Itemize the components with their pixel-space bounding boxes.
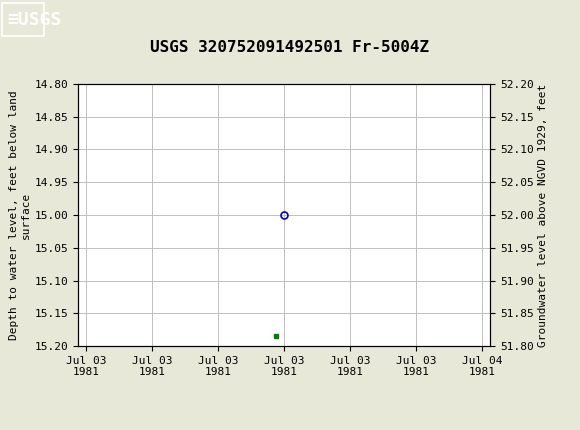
Text: ≡USGS: ≡USGS <box>7 11 61 29</box>
Legend: Period of approved data: Period of approved data <box>187 427 382 430</box>
Y-axis label: Groundwater level above NGVD 1929, feet: Groundwater level above NGVD 1929, feet <box>538 83 548 347</box>
Y-axis label: Depth to water level, feet below land
surface: Depth to water level, feet below land su… <box>9 90 31 340</box>
Text: USGS 320752091492501 Fr-5004Z: USGS 320752091492501 Fr-5004Z <box>150 40 430 55</box>
Bar <box>2 3 44 37</box>
